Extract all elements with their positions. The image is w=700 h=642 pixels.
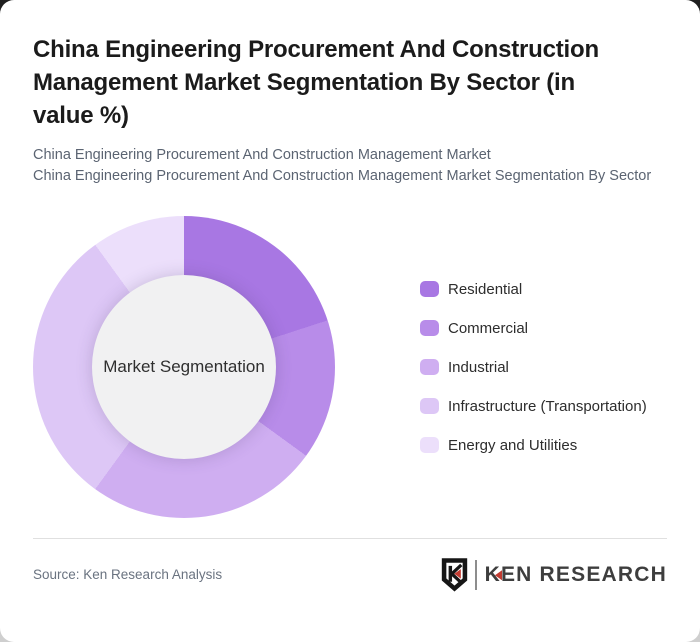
footer-divider <box>33 538 667 539</box>
legend-item: Industrial <box>420 359 647 376</box>
legend-swatch <box>420 320 439 336</box>
ken-research-shield-icon <box>441 558 467 592</box>
donut-chart: Market Segmentation <box>33 216 335 518</box>
chart-title: China Engineering Procurement And Constr… <box>33 36 599 129</box>
legend-swatch <box>420 437 439 453</box>
legend-item: Commercial <box>420 320 647 337</box>
chart-subtitle-segmentation: China Engineering Procurement And Constr… <box>33 168 652 184</box>
logo-separator <box>474 559 477 590</box>
legend-label: Energy and Utilities <box>448 436 578 454</box>
legend-label: Infrastructure (Transportation) <box>448 397 647 415</box>
legend-label: Residential <box>448 280 523 298</box>
legend-swatch <box>420 359 439 375</box>
legend-item: Residential <box>420 281 647 298</box>
footer: Source: Ken Research Analysis K EN RESEAR… <box>33 557 667 592</box>
logo-wordmark: K EN RESEARCH <box>484 562 667 586</box>
ken-research-logo: K EN RESEARCH <box>440 557 667 592</box>
legend-item: Energy and Utilities <box>420 437 647 454</box>
chart-subtitles: China Engineering Procurement And Constr… <box>33 145 667 187</box>
legend-label: Commercial <box>448 319 529 337</box>
legend-swatch <box>420 398 439 414</box>
legend-label: Industrial <box>448 358 509 376</box>
legend-swatch <box>420 281 439 297</box>
wordmark-red-accent <box>494 569 502 580</box>
chart-area: Market Segmentation Residential Commercia… <box>33 216 667 518</box>
legend-item: Infrastructure (Transportation) <box>420 398 647 415</box>
source-text: Source: Ken Research Analysis <box>33 567 223 582</box>
donut-center-label: Market Segmentation <box>103 357 265 376</box>
donut-center: Market Segmentation <box>92 275 276 459</box>
chart-subtitle-market: China Engineering Procurement And Constr… <box>33 147 491 163</box>
chart-legend: Residential Commercial Industrial Infrastru… <box>420 281 647 454</box>
badge-red-accent <box>453 569 461 579</box>
logo-wordmark-k: K <box>484 562 502 586</box>
